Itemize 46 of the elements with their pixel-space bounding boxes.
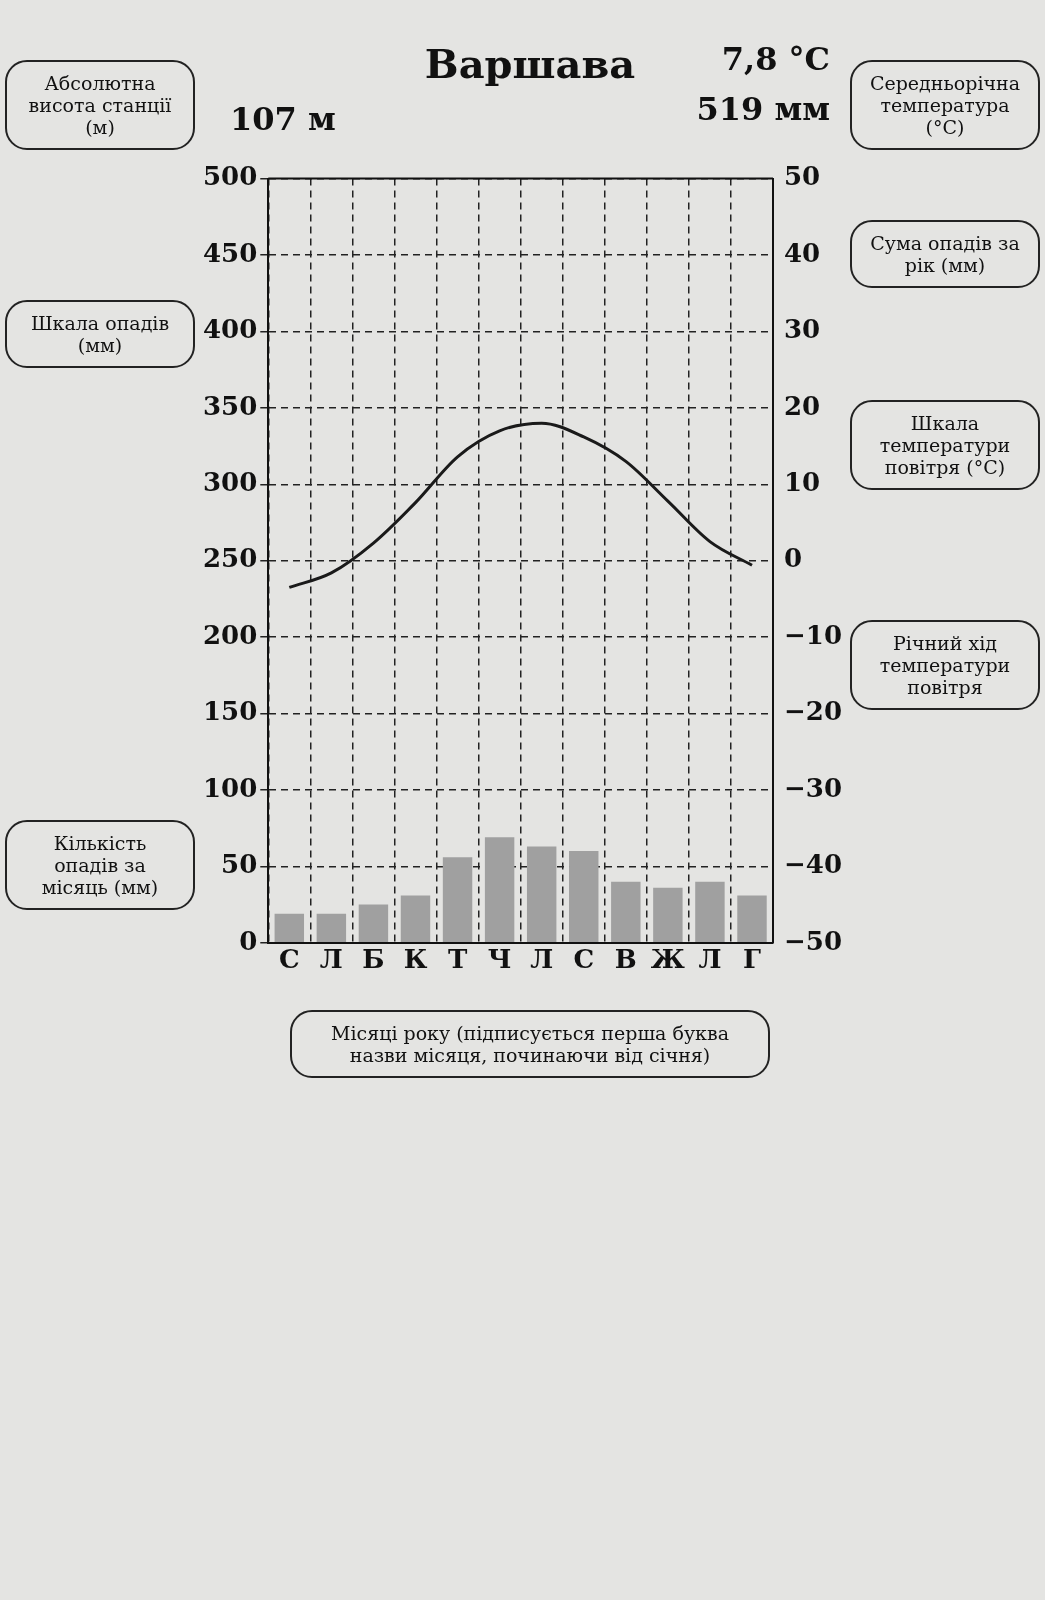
- x-tick-label: Ч: [487, 944, 512, 975]
- text: Шкала опадів (мм): [5, 300, 195, 368]
- y2-tick-label: 10: [784, 467, 821, 498]
- x-tick-label: В: [614, 944, 637, 975]
- x-tick-label: Г: [743, 944, 762, 975]
- text: 519 мм: [696, 90, 830, 128]
- y-tick-label: 450: [202, 237, 258, 268]
- y-tick-label: 250: [202, 543, 258, 574]
- text: 7,8 °C: [721, 40, 830, 78]
- text: Абсолютна висота станції (м): [5, 60, 195, 150]
- y2-tick-label: −20: [784, 696, 842, 727]
- text: Шкала температури повітря (°C): [850, 400, 1040, 490]
- chart-title: Варшава: [424, 40, 636, 87]
- text: Кількість опадів за місяць (мм): [5, 820, 195, 910]
- y-tick-label: 0: [239, 925, 258, 956]
- text: Місяці року (підписується перша буква назви місяця, починаючи від січня): [290, 1010, 770, 1078]
- y2-tick-label: 50: [784, 161, 821, 192]
- y2-tick-label: 0: [784, 543, 803, 574]
- x-tick-label: Ж: [650, 944, 685, 975]
- x-tick-label: Т: [447, 944, 468, 975]
- text: Сума опадів за рік (мм): [850, 220, 1040, 288]
- x-tick-label: К: [403, 944, 428, 975]
- y-tick-label: 150: [202, 696, 258, 727]
- y-tick-label: 200: [202, 619, 258, 650]
- x-tick-label: Б: [362, 944, 385, 975]
- y2-tick-label: 20: [784, 390, 821, 421]
- y2-tick-label: 40: [784, 237, 821, 268]
- y-tick-label: 50: [221, 849, 258, 880]
- y2-tick-label: −10: [784, 619, 842, 650]
- y-tick-label: 350: [202, 390, 258, 421]
- x-tick-label: Л: [319, 944, 343, 975]
- y2-tick-label: −40: [784, 849, 842, 880]
- y-tick-label: 400: [202, 314, 258, 345]
- y2-tick-label: −50: [784, 925, 842, 956]
- x-tick-label: Л: [698, 944, 722, 975]
- text: Річний хід температури повітря: [850, 620, 1040, 710]
- x-tick-label: С: [573, 944, 595, 975]
- y-tick-label: 300: [202, 467, 258, 498]
- y-tick-label: 100: [202, 772, 258, 803]
- text: 107 м: [230, 100, 336, 138]
- y2-tick-label: 30: [784, 314, 821, 345]
- x-tick-label: Л: [530, 944, 554, 975]
- y2-tick-label: −30: [784, 772, 842, 803]
- y-tick-label: 500: [202, 161, 258, 192]
- text: Середньорічна температура (°C): [850, 60, 1040, 150]
- x-tick-label: С: [278, 944, 300, 975]
